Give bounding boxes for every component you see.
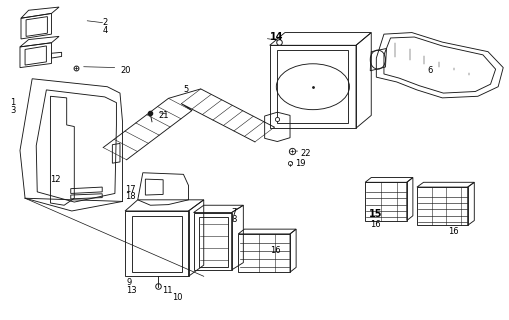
- Text: 16: 16: [270, 246, 280, 255]
- Text: 16: 16: [448, 227, 459, 236]
- Text: 8: 8: [232, 215, 237, 224]
- Text: 4: 4: [102, 27, 107, 36]
- Text: 14: 14: [270, 32, 283, 42]
- Text: 13: 13: [127, 286, 137, 295]
- Text: 11: 11: [162, 286, 173, 295]
- Text: 6: 6: [427, 66, 433, 75]
- Text: 20: 20: [120, 66, 130, 75]
- Text: 12: 12: [50, 175, 61, 184]
- Text: 21: 21: [158, 111, 168, 120]
- Text: 5: 5: [183, 85, 189, 94]
- Text: 18: 18: [125, 192, 136, 201]
- Text: 17: 17: [125, 185, 136, 194]
- Text: 10: 10: [172, 293, 183, 302]
- Text: 3: 3: [10, 106, 15, 115]
- Text: 9: 9: [127, 278, 132, 287]
- Text: 16: 16: [370, 220, 381, 229]
- Text: 7: 7: [232, 208, 237, 217]
- Text: 2: 2: [102, 19, 107, 28]
- Text: 19: 19: [295, 159, 305, 168]
- Text: 15: 15: [369, 209, 383, 219]
- Text: 22: 22: [300, 149, 310, 158]
- Text: 1: 1: [10, 98, 15, 107]
